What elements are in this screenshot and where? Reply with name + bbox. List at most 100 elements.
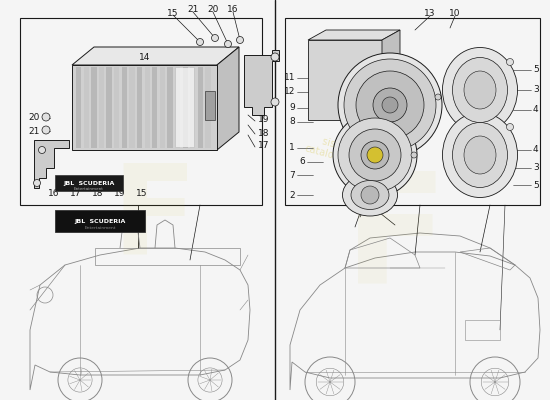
Circle shape — [333, 113, 417, 197]
Bar — [91, 67, 97, 148]
Ellipse shape — [443, 112, 518, 198]
Text: 15: 15 — [167, 8, 179, 18]
Text: 4: 4 — [533, 106, 538, 114]
Polygon shape — [308, 30, 400, 40]
Text: sis parts
catalogue.com: sis parts catalogue.com — [304, 132, 378, 172]
Circle shape — [271, 53, 279, 61]
Ellipse shape — [453, 122, 508, 188]
Text: JBL  SCUDERIA: JBL SCUDERIA — [63, 180, 115, 186]
Text: 16: 16 — [227, 6, 239, 14]
Bar — [183, 67, 188, 148]
Bar — [205, 67, 211, 148]
Circle shape — [39, 146, 46, 154]
Bar — [160, 67, 165, 148]
Bar — [99, 67, 104, 148]
Text: 15: 15 — [136, 188, 148, 198]
Circle shape — [356, 71, 424, 139]
Polygon shape — [308, 40, 382, 120]
Circle shape — [507, 124, 514, 130]
Circle shape — [236, 36, 244, 44]
Bar — [175, 67, 180, 148]
Bar — [137, 67, 142, 148]
Polygon shape — [217, 47, 239, 150]
Circle shape — [373, 88, 407, 122]
Ellipse shape — [464, 136, 496, 174]
Circle shape — [361, 141, 389, 169]
Text: 20: 20 — [29, 114, 40, 122]
Text: 1: 1 — [289, 144, 295, 152]
Text: 6: 6 — [299, 158, 305, 166]
Text: 21: 21 — [188, 6, 199, 14]
Text: 5: 5 — [533, 66, 539, 74]
Ellipse shape — [453, 58, 508, 122]
Polygon shape — [382, 30, 400, 120]
Ellipse shape — [464, 71, 496, 109]
Text: 2: 2 — [289, 190, 295, 200]
Bar — [20, 18, 262, 205]
Bar — [177, 68, 194, 147]
Text: 21: 21 — [29, 126, 40, 136]
Circle shape — [349, 129, 401, 181]
Bar — [55, 210, 145, 232]
Text: 19: 19 — [114, 188, 126, 198]
Circle shape — [338, 118, 412, 192]
Circle shape — [367, 147, 383, 163]
Circle shape — [344, 59, 436, 151]
Bar — [145, 67, 150, 148]
Circle shape — [42, 113, 50, 121]
Text: 9: 9 — [289, 104, 295, 112]
Circle shape — [382, 97, 398, 113]
Ellipse shape — [443, 48, 518, 132]
Bar — [84, 67, 89, 148]
Text: F: F — [111, 160, 197, 280]
Text: 18: 18 — [92, 188, 104, 198]
Circle shape — [212, 34, 218, 42]
Text: 19: 19 — [258, 116, 270, 124]
Bar — [190, 67, 195, 148]
Text: 8: 8 — [289, 118, 295, 126]
Bar — [55, 175, 123, 191]
Text: 20: 20 — [207, 6, 219, 14]
Bar — [198, 67, 203, 148]
Circle shape — [338, 53, 442, 157]
Bar — [167, 67, 173, 148]
Circle shape — [224, 40, 232, 48]
Text: 14: 14 — [139, 52, 151, 62]
Text: F: F — [344, 166, 448, 314]
Ellipse shape — [351, 180, 389, 210]
Polygon shape — [244, 50, 279, 115]
Text: 12: 12 — [284, 88, 295, 96]
Text: 5: 5 — [533, 180, 539, 190]
Bar — [205, 90, 215, 120]
Text: 3: 3 — [533, 164, 539, 172]
Circle shape — [411, 152, 417, 158]
Text: 17: 17 — [258, 142, 270, 150]
Text: JBL  SCUDERIA: JBL SCUDERIA — [74, 218, 126, 224]
Bar — [122, 67, 127, 148]
Bar — [465, 320, 500, 340]
Circle shape — [507, 58, 514, 66]
Bar — [114, 67, 119, 148]
Polygon shape — [34, 140, 69, 188]
Text: Entertainment: Entertainment — [84, 226, 115, 230]
Polygon shape — [72, 47, 239, 65]
Text: 11: 11 — [283, 74, 295, 82]
Bar — [129, 67, 135, 148]
Text: 13: 13 — [424, 8, 436, 18]
Bar — [107, 67, 112, 148]
Text: 4: 4 — [533, 146, 538, 154]
Text: 17: 17 — [70, 188, 82, 198]
Text: 3: 3 — [533, 86, 539, 94]
Circle shape — [435, 94, 441, 100]
Text: Entertainment: Entertainment — [74, 187, 104, 191]
Circle shape — [196, 38, 204, 46]
Bar — [285, 18, 540, 205]
Text: 10: 10 — [449, 8, 461, 18]
Bar — [152, 67, 157, 148]
Circle shape — [34, 180, 41, 186]
Circle shape — [361, 186, 379, 204]
Bar — [76, 67, 81, 148]
Text: 18: 18 — [258, 128, 270, 138]
Text: 16: 16 — [48, 188, 60, 198]
Polygon shape — [72, 65, 217, 150]
